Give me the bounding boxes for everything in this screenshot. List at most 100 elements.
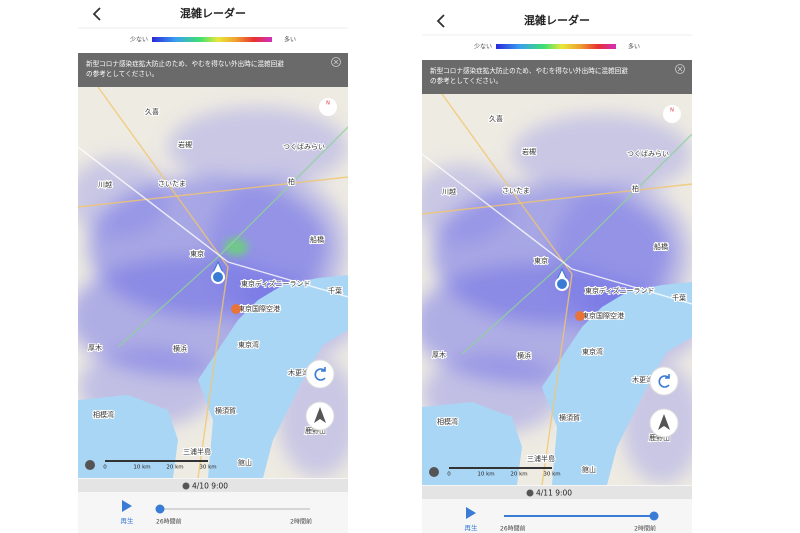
scale-bar xyxy=(105,460,208,462)
map-label: 厚木 xyxy=(88,343,102,352)
title: 混雑レーダー xyxy=(180,6,246,20)
map-label: 久喜 xyxy=(489,114,503,123)
map-label: 柏 xyxy=(632,184,639,193)
notice-banner xyxy=(422,60,692,94)
scale-label: 30 km xyxy=(199,465,216,471)
map-label: 相模湾 xyxy=(437,417,458,426)
navigate-icon xyxy=(658,414,670,430)
density xyxy=(168,107,348,187)
close-circle xyxy=(331,57,341,67)
map-label: 三浦半島 xyxy=(183,447,211,456)
refresh-button[interactable] xyxy=(649,366,679,396)
back-button[interactable] xyxy=(436,14,445,28)
map-label: 柏 xyxy=(288,177,295,186)
density xyxy=(512,114,692,194)
notice-text: 新型コロナ感染症拡大防止のため、やむを得ない外出時に混雑回避 xyxy=(430,66,628,75)
close-x xyxy=(333,59,339,65)
refresh-icon xyxy=(658,374,670,388)
map-label: 東京 xyxy=(190,249,204,258)
slider-end: 2時間前 xyxy=(290,518,312,526)
info-icon[interactable] xyxy=(429,467,439,477)
scale-label: 0 xyxy=(103,465,107,471)
notice-text: の参考としてください。 xyxy=(86,69,158,78)
map-label: 千葉 xyxy=(328,286,342,295)
legend-low: 少ない xyxy=(474,44,492,51)
sagami-bay xyxy=(78,395,178,478)
scale-label: 10 km xyxy=(133,465,150,471)
map-label: 川越 xyxy=(98,180,112,189)
notice-text: の参考としてください。 xyxy=(430,76,502,85)
legend-bar xyxy=(496,44,616,49)
map-label: 木更津 xyxy=(288,368,309,377)
map-label: 東京国際空港 xyxy=(238,304,280,313)
compass-n: N xyxy=(326,101,330,107)
map-label: 横須賀 xyxy=(215,406,236,415)
current-location xyxy=(555,277,569,291)
notice-text: 新型コロナ感染症拡大防止のため、やむを得ない外出時に混雑回避 xyxy=(86,59,284,68)
scale-label: 20 km xyxy=(510,472,527,478)
map-label: 東京湾 xyxy=(238,340,259,349)
play-button[interactable] xyxy=(466,507,476,519)
map-label: 東京 xyxy=(534,256,548,265)
info-icon[interactable] xyxy=(85,460,95,470)
road xyxy=(97,87,229,478)
map-label: 千葉 xyxy=(672,293,686,302)
play-label: 再生 xyxy=(121,516,135,525)
slider-knob[interactable] xyxy=(155,504,165,514)
date-bar xyxy=(78,479,348,492)
scale-label: 10 km xyxy=(477,472,494,478)
play-label: 再生 xyxy=(465,523,479,532)
map-label: 岩槻 xyxy=(178,140,192,149)
slider-end: 2時間前 xyxy=(634,525,656,533)
legend-bar xyxy=(152,37,272,42)
scale-label: 0 xyxy=(447,472,451,478)
map-label: 船橋 xyxy=(310,235,324,244)
map-label: さいたま xyxy=(502,187,530,195)
airport-icon xyxy=(231,304,241,314)
slider-start: 26時間前 xyxy=(156,518,182,526)
map-label: つくばみらい xyxy=(283,142,325,151)
map-label: つくばみらい xyxy=(627,149,669,158)
map-label: 東京ディズニーランド xyxy=(241,279,311,288)
slider-knob[interactable] xyxy=(649,511,659,521)
road xyxy=(441,94,573,485)
road xyxy=(117,126,348,348)
back-button[interactable] xyxy=(92,7,101,21)
map-label: 東京湾 xyxy=(582,347,603,356)
compass[interactable] xyxy=(663,105,681,123)
tokyo-bay xyxy=(542,282,692,485)
legend-low: 少ない xyxy=(130,37,148,44)
notice-banner xyxy=(78,53,348,87)
map-label: 三浦半島 xyxy=(527,454,555,463)
map-label: 岩槻 xyxy=(522,147,536,156)
sagami-bay xyxy=(422,402,522,485)
clock-icon xyxy=(182,482,190,490)
map-label: 久喜 xyxy=(145,107,159,116)
map-label: 東京国際空港 xyxy=(582,311,624,320)
current-location xyxy=(211,270,225,284)
clock-icon xyxy=(526,489,534,497)
map-label: 横須賀 xyxy=(559,413,580,422)
legend-high: 多い xyxy=(628,43,640,51)
refresh-button[interactable] xyxy=(305,359,335,389)
close-x xyxy=(677,66,683,72)
map-label: 横浜 xyxy=(517,351,531,360)
road xyxy=(78,146,348,298)
tokyo-bay xyxy=(198,275,348,478)
title: 混雑レーダー xyxy=(524,13,590,27)
scale-label: 30 km xyxy=(543,472,560,478)
density xyxy=(422,164,512,244)
close-button[interactable] xyxy=(331,57,341,67)
map-label: 横浜 xyxy=(173,344,187,353)
close-button[interactable] xyxy=(675,64,685,74)
date: 4/11 9:00 xyxy=(536,489,572,498)
map-label: 館山 xyxy=(582,465,596,474)
airport-icon xyxy=(575,311,585,321)
compass[interactable] xyxy=(319,98,337,116)
compass-n: N xyxy=(670,108,674,114)
play-button[interactable] xyxy=(122,500,132,512)
